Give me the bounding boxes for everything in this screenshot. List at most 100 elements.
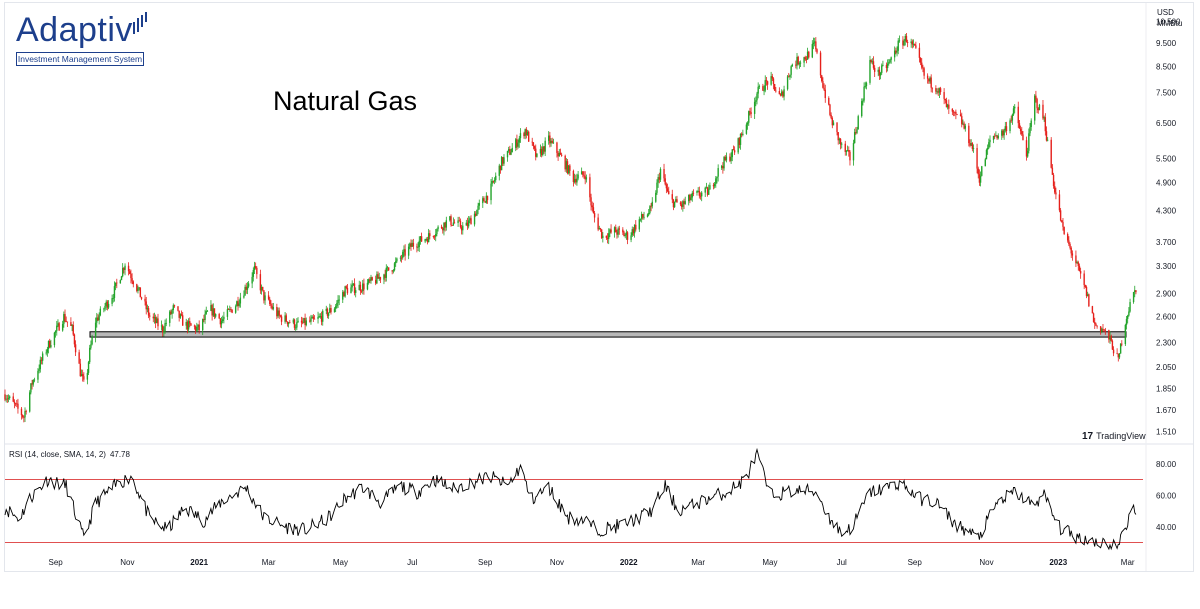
candle-body [679, 202, 682, 205]
candle-body [737, 138, 739, 153]
candle-body [988, 142, 990, 148]
candle-body [482, 198, 484, 204]
logo-bars-icon [133, 12, 147, 34]
candle-body [375, 280, 377, 284]
candle-body [220, 321, 223, 325]
candle-body [789, 74, 791, 77]
candle-body [517, 142, 519, 147]
candle-body [585, 177, 588, 180]
candle-body [303, 318, 305, 323]
candle-body [419, 236, 422, 241]
candle-body [981, 166, 983, 176]
candle-body [73, 334, 76, 345]
candle-body [227, 309, 230, 310]
candle-body [635, 224, 637, 230]
candle-body [1045, 131, 1048, 141]
candle-body [572, 170, 575, 183]
candle-body [111, 298, 113, 304]
price-tick-label: 3.700 [1156, 238, 1177, 247]
candle-body [243, 295, 245, 298]
candle-body [96, 317, 98, 323]
candle-body [6, 398, 9, 400]
candle-body [830, 114, 832, 119]
candle-body [972, 147, 975, 149]
candle-body [758, 86, 761, 87]
candle-body [638, 219, 641, 230]
candle-body [37, 370, 39, 380]
candle-body [330, 308, 332, 313]
candle-body [864, 86, 866, 87]
candle-body [845, 150, 848, 152]
candle-body [969, 143, 971, 146]
candle-body [160, 325, 163, 327]
rsi-tick-label: 60.00 [1156, 491, 1177, 500]
candle-body [293, 319, 296, 328]
candle-body [272, 306, 275, 309]
candle-body [609, 229, 611, 234]
candle-body [302, 322, 304, 324]
candle-body [104, 305, 106, 309]
candle-body [646, 214, 649, 217]
candle-body [712, 185, 715, 187]
candle-body [782, 91, 784, 97]
candle-body [666, 188, 669, 192]
candle-body [116, 282, 118, 284]
candle-body [420, 236, 423, 242]
candle-body [995, 135, 997, 137]
candle-body [327, 312, 330, 316]
candle-body [39, 359, 42, 370]
candle-body [1108, 330, 1110, 340]
candle-body [278, 310, 280, 316]
candle-body [218, 314, 220, 319]
candle-body [473, 213, 476, 225]
candle-body [1010, 120, 1012, 122]
candle-body [552, 142, 555, 144]
candle-body [71, 324, 73, 326]
candle-body [962, 123, 964, 125]
rsi-title: RSI (14, close, SMA, 14, 2) [9, 450, 106, 459]
candle-body [1094, 322, 1096, 324]
candle-body [467, 220, 470, 227]
candle-body [1121, 343, 1123, 345]
candle-body [1004, 126, 1007, 131]
candle-body [1003, 130, 1005, 136]
candle-body [931, 87, 934, 89]
candle-body [888, 62, 890, 64]
tradingview-watermark[interactable]: 17 TradingView [1082, 431, 1146, 442]
candle-body [262, 286, 264, 291]
time-tick-label: Sep [478, 558, 493, 567]
candle-body [229, 309, 231, 310]
candle-body [362, 283, 364, 291]
candle-body [766, 81, 769, 85]
candle-body [549, 135, 551, 144]
candle-body [951, 108, 954, 112]
candle-body [253, 266, 256, 270]
candle-body [979, 175, 982, 183]
candle-body [270, 304, 272, 306]
candle-body [996, 135, 998, 139]
candle-body [746, 122, 749, 125]
candle-body [427, 233, 430, 243]
candle-body [444, 222, 446, 228]
candle-body [416, 246, 418, 248]
candle-body [211, 305, 213, 316]
candle-body [310, 318, 312, 322]
candle-body [804, 57, 806, 60]
candle-body [770, 76, 772, 85]
candle-body [783, 89, 785, 97]
candle-body [198, 324, 200, 331]
candle-body [889, 59, 891, 63]
candle-body [173, 305, 176, 307]
candle-body [643, 216, 645, 218]
candle-body [359, 284, 362, 291]
candle-body [78, 352, 80, 364]
candle-body [863, 86, 865, 101]
candle-body [575, 178, 577, 183]
candle-body [540, 148, 543, 156]
candle-body [345, 286, 347, 288]
time-tick-label: Sep [908, 558, 923, 567]
candle-body [485, 195, 488, 203]
candle-body [230, 309, 232, 310]
candle-body [640, 214, 643, 219]
candle-body [452, 222, 455, 226]
